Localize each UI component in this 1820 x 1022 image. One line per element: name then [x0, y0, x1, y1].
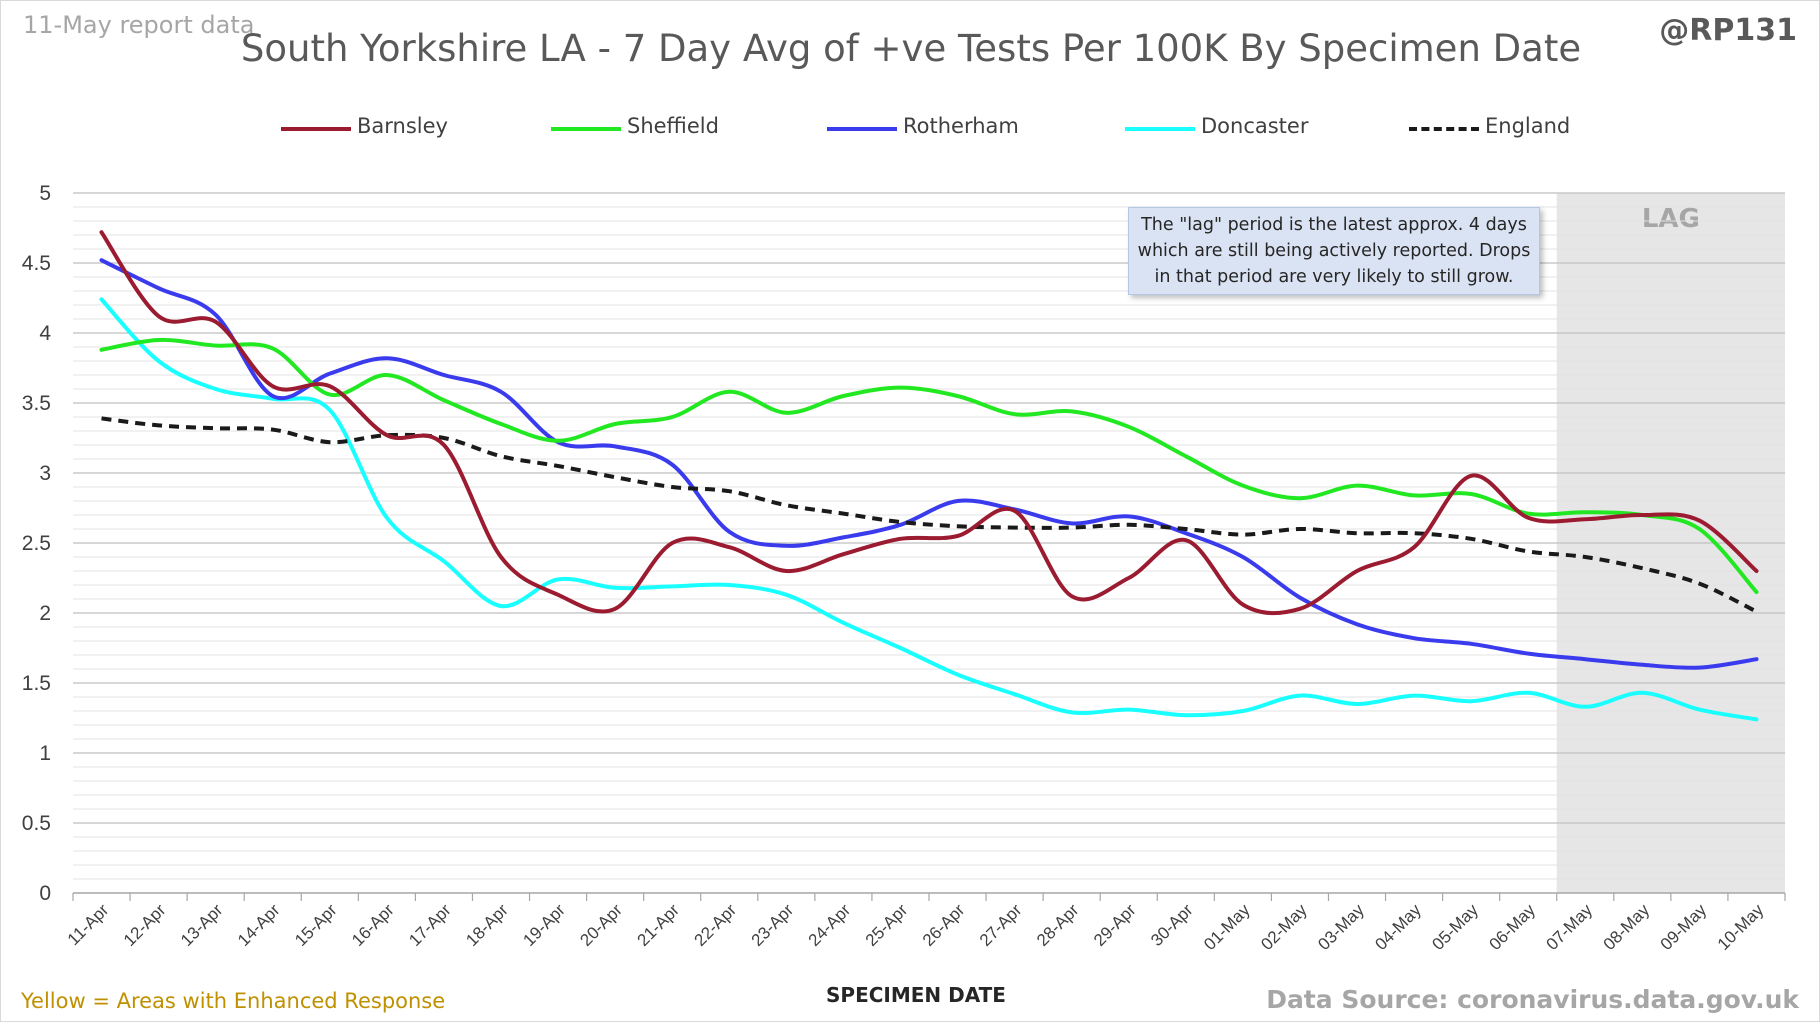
legend-swatch [827, 127, 897, 131]
x-tick-label: 08-May [1600, 900, 1654, 954]
x-tick-label: 06-May [1486, 900, 1540, 954]
y-tick-label: 2 [39, 602, 51, 625]
x-tick-label: 24-Apr [805, 900, 855, 950]
chart-legend: Barnsley Sheffield Rotherham Doncaster Engla… [1, 113, 1819, 143]
x-tick-label: 19-Apr [519, 900, 569, 950]
x-tick-label: 01-May [1200, 900, 1254, 954]
series-line-rotherham [99, 258, 1759, 670]
y-tick-label: 0.5 [22, 812, 51, 835]
legend-label: Sheffield [627, 114, 719, 138]
y-tick-label: 3 [39, 462, 51, 485]
lag-label: LAG [1642, 204, 1700, 234]
legend-label: England [1485, 114, 1571, 138]
enhanced-response-footnote: Yellow = Areas with Enhanced Response [21, 989, 446, 1013]
legend-swatch [1409, 127, 1479, 131]
x-tick-label: 30-Apr [1147, 900, 1197, 950]
x-tick-label: 07-May [1543, 900, 1597, 954]
x-tick-label: 25-Apr [862, 900, 912, 950]
data-source-note: Data Source: coronavirus.data.gov.uk [1266, 985, 1799, 1014]
y-tick-label: 5 [39, 182, 51, 205]
x-tick-label: 10-May [1714, 900, 1768, 954]
series-line-england [101, 416, 1758, 614]
author-handle: @RP131 [1659, 13, 1797, 48]
y-tick-label: 0 [39, 882, 51, 905]
x-tick-label: 15-Apr [291, 900, 341, 950]
x-tick-label: 28-Apr [1033, 900, 1083, 950]
legend-label: Rotherham [903, 114, 1019, 138]
series-line-doncaster [99, 297, 1759, 722]
y-tick-label: 4.5 [22, 252, 51, 275]
x-tick-label: 11-Apr [64, 900, 113, 949]
x-tick-label: 16-Apr [348, 900, 398, 950]
chart-title: South Yorkshire LA - 7 Day Avg of +ve Te… [240, 27, 1582, 70]
y-tick-label: 1 [39, 742, 51, 765]
x-tick-label: 13-Apr [177, 900, 227, 950]
report-date-note: 11-May report data [23, 11, 255, 39]
x-tick-label: 18-Apr [462, 900, 512, 950]
lag-annotation-box: The "lag" period is the latest approx. 4… [1128, 207, 1540, 295]
x-tick-label: 09-May [1657, 900, 1711, 954]
x-tick-label: 21-Apr [634, 900, 684, 950]
x-tick-label: 12-Apr [120, 900, 170, 950]
x-tick-label: 26-Apr [919, 900, 969, 950]
y-tick-label: 1.5 [22, 672, 51, 695]
x-axis-title: SPECIMEN DATE [826, 983, 1006, 1007]
legend-swatch [551, 127, 621, 131]
x-tick-label: 20-Apr [576, 900, 626, 950]
x-tick-label: 17-Apr [405, 900, 455, 950]
legend-label: Doncaster [1201, 114, 1309, 138]
x-tick-label: 23-Apr [748, 900, 798, 950]
x-tick-label: 27-Apr [976, 900, 1026, 950]
y-tick-label: 3.5 [22, 392, 51, 415]
series-line-barnsley [99, 230, 1759, 616]
x-tick-label: 03-May [1314, 900, 1368, 954]
y-tick-label: 2.5 [22, 532, 51, 555]
x-tick-label: 05-May [1428, 900, 1482, 954]
x-tick-label: 14-Apr [234, 900, 284, 950]
series-line-sheffield [99, 337, 1759, 594]
legend-swatch [1125, 127, 1195, 131]
x-tick-label: 02-May [1257, 900, 1311, 954]
x-tick-label: 29-Apr [1090, 900, 1140, 950]
x-tick-label: 22-Apr [691, 900, 741, 950]
legend-label: Barnsley [357, 114, 448, 138]
y-tick-label: 4 [39, 322, 51, 345]
x-tick-label: 04-May [1371, 900, 1425, 954]
legend-swatch [281, 127, 351, 131]
